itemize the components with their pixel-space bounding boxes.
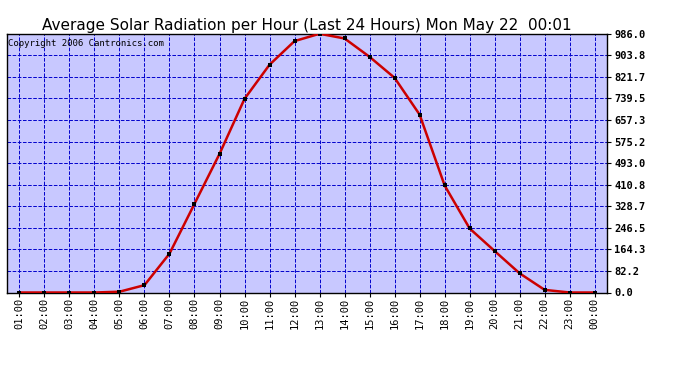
Title: Average Solar Radiation per Hour (Last 24 Hours) Mon May 22  00:01: Average Solar Radiation per Hour (Last 2…: [42, 18, 572, 33]
Text: Copyright 2006 Cantronics.com: Copyright 2006 Cantronics.com: [8, 39, 164, 48]
